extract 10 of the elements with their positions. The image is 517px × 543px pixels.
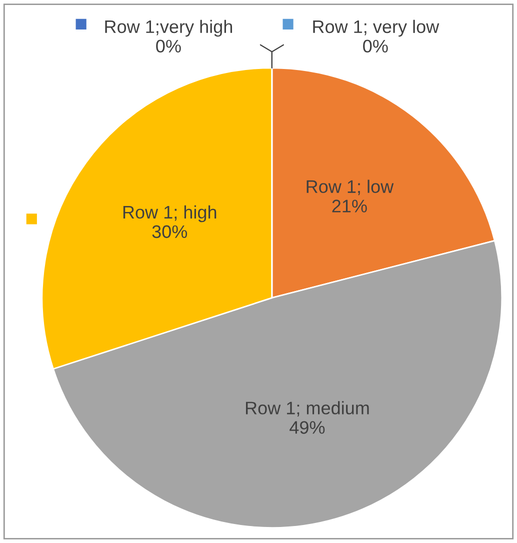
legend-label: Row 1; very low — [313, 20, 440, 37]
text: 0% — [363, 40, 388, 53]
slice-label: Row 1; medium — [246, 401, 369, 417]
data-label: 21% — [332, 200, 367, 212]
legend-label: Row 1;very high — [105, 20, 232, 37]
data-label: 49% — [290, 421, 325, 434]
slice-label: Row 1; low — [306, 180, 394, 196]
data-label: 30% — [152, 225, 188, 238]
text: 0% — [156, 40, 181, 53]
slice-label: Row 1; high — [123, 205, 216, 222]
